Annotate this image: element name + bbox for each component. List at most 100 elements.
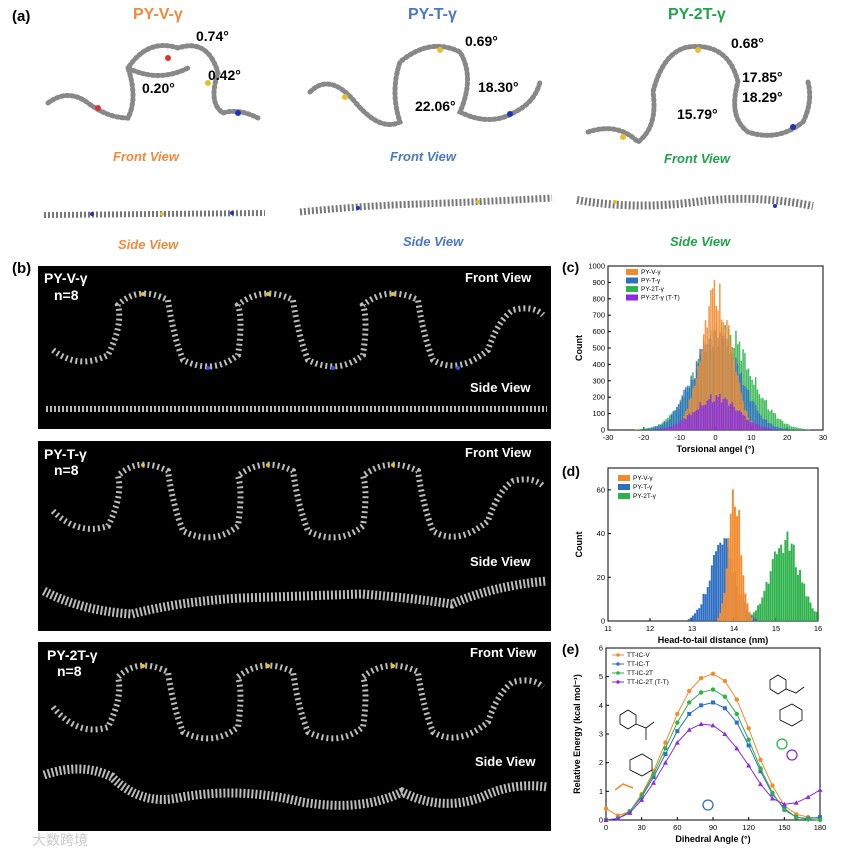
histogram-bar xyxy=(731,489,734,621)
histogram-bar xyxy=(719,393,721,430)
histogram-bar xyxy=(704,320,707,430)
panel-letter: (d) xyxy=(562,463,580,479)
histogram-bar xyxy=(765,581,768,621)
histogram-bar xyxy=(746,603,749,621)
histogram-bar xyxy=(722,322,725,430)
histogram-bar xyxy=(785,428,787,430)
histogram-bar xyxy=(713,554,715,621)
histogram-bar xyxy=(667,420,669,430)
data-point xyxy=(710,671,716,676)
histogram-bar xyxy=(679,420,682,430)
histogram-bar xyxy=(654,429,657,430)
data-point xyxy=(746,726,751,731)
histogram-bar xyxy=(729,513,732,621)
data-point xyxy=(758,766,763,771)
data-point xyxy=(734,697,739,702)
histogram-bar xyxy=(652,427,655,430)
x-axis-label: Torsional angel (°) xyxy=(677,444,755,454)
data-point xyxy=(794,814,799,820)
histogram-bar xyxy=(656,429,658,430)
data-point xyxy=(651,775,656,779)
histogram-bar xyxy=(783,428,786,430)
histogram-bar xyxy=(754,404,757,430)
histogram-bar xyxy=(772,412,775,430)
angle-label: 17.85° xyxy=(742,69,783,85)
histogram-bar xyxy=(686,385,689,430)
polymer-n-label: n=8 xyxy=(54,462,79,478)
histogram-bar xyxy=(771,429,773,430)
histogram-bar xyxy=(794,427,796,430)
legend-swatch xyxy=(618,475,630,481)
polymer-side-view xyxy=(46,406,547,412)
histogram-bar xyxy=(771,423,773,430)
histogram-bar xyxy=(679,401,682,430)
data-point xyxy=(781,801,787,807)
front-view-label-pyt: Front View xyxy=(390,149,456,164)
histogram-bar xyxy=(742,575,745,621)
panel-a-label: (a) xyxy=(12,8,31,25)
data-point xyxy=(710,722,716,728)
histogram-bar xyxy=(737,410,739,430)
histogram-bar xyxy=(658,428,660,430)
histogram-bar xyxy=(656,426,658,430)
data-point xyxy=(770,783,775,788)
histogram-bar xyxy=(701,350,703,430)
histogram-bar xyxy=(811,608,814,621)
histogram-bar xyxy=(711,288,714,430)
histogram-bar xyxy=(799,428,802,430)
histogram-bar xyxy=(767,428,769,430)
histogram-bar xyxy=(767,583,770,621)
histogram-bar xyxy=(676,406,678,430)
legend-label: TT-IC-V xyxy=(627,652,650,659)
histogram-bar xyxy=(738,510,741,621)
histogram-bar xyxy=(690,414,692,430)
angle-label: 0.68° xyxy=(731,35,764,51)
y-tick-label: 100 xyxy=(592,409,605,418)
molecule-thiophene-green xyxy=(776,738,788,750)
histogram-bar xyxy=(783,423,786,430)
y-tick-label: 2 xyxy=(599,758,603,767)
data-point xyxy=(758,769,763,774)
data-point xyxy=(627,810,633,815)
data-point xyxy=(722,694,728,699)
histogram-bar xyxy=(725,568,728,621)
histogram-bar xyxy=(772,426,775,430)
histogram-bar xyxy=(722,399,725,430)
angle-label: 0.42° xyxy=(208,67,241,83)
chart-c-torsional-histogram: -30 -20 -10 0 10 20 30010020030040050060070080… xyxy=(562,259,827,454)
histogram-bar xyxy=(700,604,703,621)
x-tick-label: 14 xyxy=(730,624,738,633)
front-view-label-py2t: Front View xyxy=(664,151,730,166)
histogram-bar xyxy=(763,590,766,621)
histogram-bar xyxy=(757,605,759,621)
histogram-bar xyxy=(781,420,784,430)
angle-label: 0.69° xyxy=(465,33,498,49)
histogram-bar xyxy=(747,420,750,430)
series-line xyxy=(605,689,821,821)
histogram-bar xyxy=(696,609,699,621)
y-tick-label: 200 xyxy=(592,393,605,402)
data-point xyxy=(769,796,775,801)
histogram-bar xyxy=(681,420,683,430)
data-point xyxy=(746,743,751,748)
histogram-bar xyxy=(758,425,760,430)
histogram-bar xyxy=(717,397,719,430)
histogram-bar xyxy=(687,619,690,621)
histogram-bar xyxy=(769,411,771,430)
side-view-label: Side View xyxy=(470,554,531,569)
legend-label: PY-2T-γ xyxy=(633,493,657,500)
legend-swatch xyxy=(626,269,638,275)
data-point xyxy=(603,806,609,811)
front-view-label: Front View xyxy=(465,270,532,285)
histogram-bar xyxy=(704,594,707,621)
histogram-bar xyxy=(658,425,660,430)
data-point xyxy=(710,687,716,692)
histogram-bar xyxy=(727,537,730,621)
legend-label: PY-2T-γ xyxy=(641,286,665,293)
histogram-bar xyxy=(729,339,732,430)
histogram-bar xyxy=(794,567,797,621)
histogram-bar xyxy=(797,428,800,430)
histogram-bar xyxy=(737,375,739,430)
molecule-bonds xyxy=(769,674,805,727)
data-point xyxy=(734,720,739,725)
